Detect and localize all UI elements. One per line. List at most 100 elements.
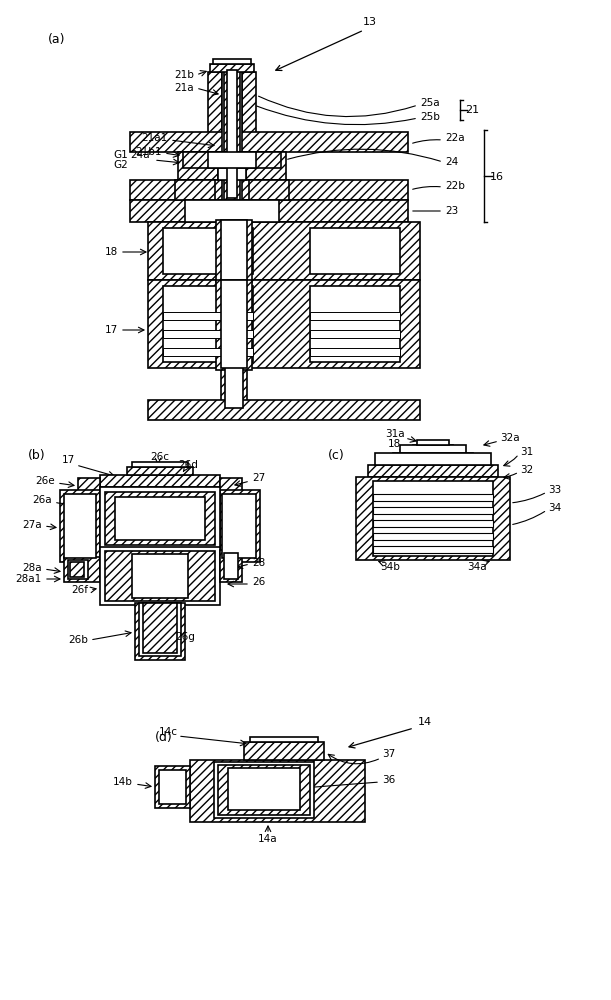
Bar <box>155 766 190 808</box>
Text: 26b: 26b <box>68 635 88 645</box>
Bar <box>208 72 222 200</box>
Bar <box>148 280 420 368</box>
Bar <box>68 560 88 579</box>
Bar <box>373 481 493 556</box>
Bar <box>220 550 242 582</box>
Bar <box>210 64 254 72</box>
Bar <box>100 547 220 605</box>
Text: 26d: 26d <box>178 460 198 470</box>
Text: 28a1: 28a1 <box>16 574 42 584</box>
Bar <box>242 72 256 200</box>
Text: 34a: 34a <box>467 562 487 572</box>
Bar <box>225 366 243 408</box>
Bar <box>139 603 181 656</box>
Text: 17: 17 <box>104 325 118 335</box>
Text: 27a: 27a <box>23 520 42 530</box>
Bar <box>148 222 420 280</box>
Bar <box>216 280 252 370</box>
Bar <box>208 152 256 168</box>
Text: 33: 33 <box>548 485 562 495</box>
Text: 21b: 21b <box>174 70 194 80</box>
Bar <box>130 132 408 152</box>
Bar <box>310 286 400 362</box>
Text: 34b: 34b <box>380 562 400 572</box>
Bar <box>78 478 100 492</box>
Bar <box>220 490 260 562</box>
Text: 21a1: 21a1 <box>142 133 168 143</box>
Text: 26: 26 <box>252 577 265 587</box>
Bar <box>115 497 205 540</box>
Bar <box>148 400 420 420</box>
Bar <box>222 70 242 202</box>
Bar <box>310 330 400 338</box>
Bar <box>244 742 324 760</box>
Bar <box>70 562 84 577</box>
Bar <box>250 737 318 742</box>
Bar <box>64 494 96 558</box>
Bar <box>100 487 220 550</box>
Text: 37: 37 <box>382 749 395 759</box>
Bar <box>130 200 408 222</box>
Text: 22a: 22a <box>445 133 464 143</box>
Text: 24a: 24a <box>130 150 150 160</box>
Bar <box>185 200 279 222</box>
Bar <box>373 507 493 514</box>
Text: 28a: 28a <box>23 563 42 573</box>
Text: (d): (d) <box>155 730 173 744</box>
Bar <box>135 603 185 660</box>
Bar <box>218 765 310 815</box>
Bar <box>373 494 493 501</box>
Text: (b): (b) <box>28 448 46 462</box>
Text: 14a: 14a <box>258 834 278 844</box>
Bar <box>163 348 253 356</box>
Bar <box>222 494 256 558</box>
Bar <box>310 312 400 320</box>
Bar <box>373 520 493 527</box>
Bar <box>220 478 242 492</box>
Bar <box>64 557 100 582</box>
Text: G2: G2 <box>113 160 128 170</box>
Bar <box>373 546 493 553</box>
Bar <box>178 152 218 180</box>
Text: 32a: 32a <box>500 433 519 443</box>
Text: 34: 34 <box>548 503 562 513</box>
Bar <box>60 490 100 562</box>
Bar <box>373 533 493 540</box>
Bar <box>159 770 186 804</box>
Text: 21b1: 21b1 <box>136 147 162 157</box>
Bar <box>356 477 510 560</box>
Text: 18: 18 <box>388 439 401 449</box>
Text: 26e: 26e <box>35 476 55 486</box>
Text: 24: 24 <box>445 157 458 167</box>
Text: 36: 36 <box>382 775 395 785</box>
Bar <box>228 768 300 810</box>
Bar <box>130 180 408 200</box>
Text: 23: 23 <box>445 206 458 216</box>
Bar <box>375 453 491 465</box>
Bar <box>132 462 188 467</box>
Bar <box>163 330 253 338</box>
Bar <box>400 445 466 453</box>
Text: 26f: 26f <box>71 585 88 595</box>
Bar <box>310 348 400 356</box>
Text: 26g: 26g <box>175 632 195 642</box>
Bar <box>105 551 215 601</box>
Bar <box>143 603 177 653</box>
Bar <box>249 180 289 200</box>
Text: 31: 31 <box>520 447 533 457</box>
Text: 26a: 26a <box>32 495 52 505</box>
Bar <box>221 366 247 410</box>
Text: (c): (c) <box>328 448 345 462</box>
Bar <box>368 465 498 477</box>
Bar <box>224 70 240 200</box>
Text: G1: G1 <box>113 150 128 160</box>
Text: 28: 28 <box>252 558 265 568</box>
Bar <box>218 152 246 180</box>
Text: 16: 16 <box>490 172 504 182</box>
Text: 14b: 14b <box>113 777 133 787</box>
Bar <box>175 180 215 200</box>
Bar <box>127 467 193 475</box>
Text: 13: 13 <box>363 17 377 27</box>
Bar <box>221 220 247 280</box>
Bar <box>227 70 237 198</box>
